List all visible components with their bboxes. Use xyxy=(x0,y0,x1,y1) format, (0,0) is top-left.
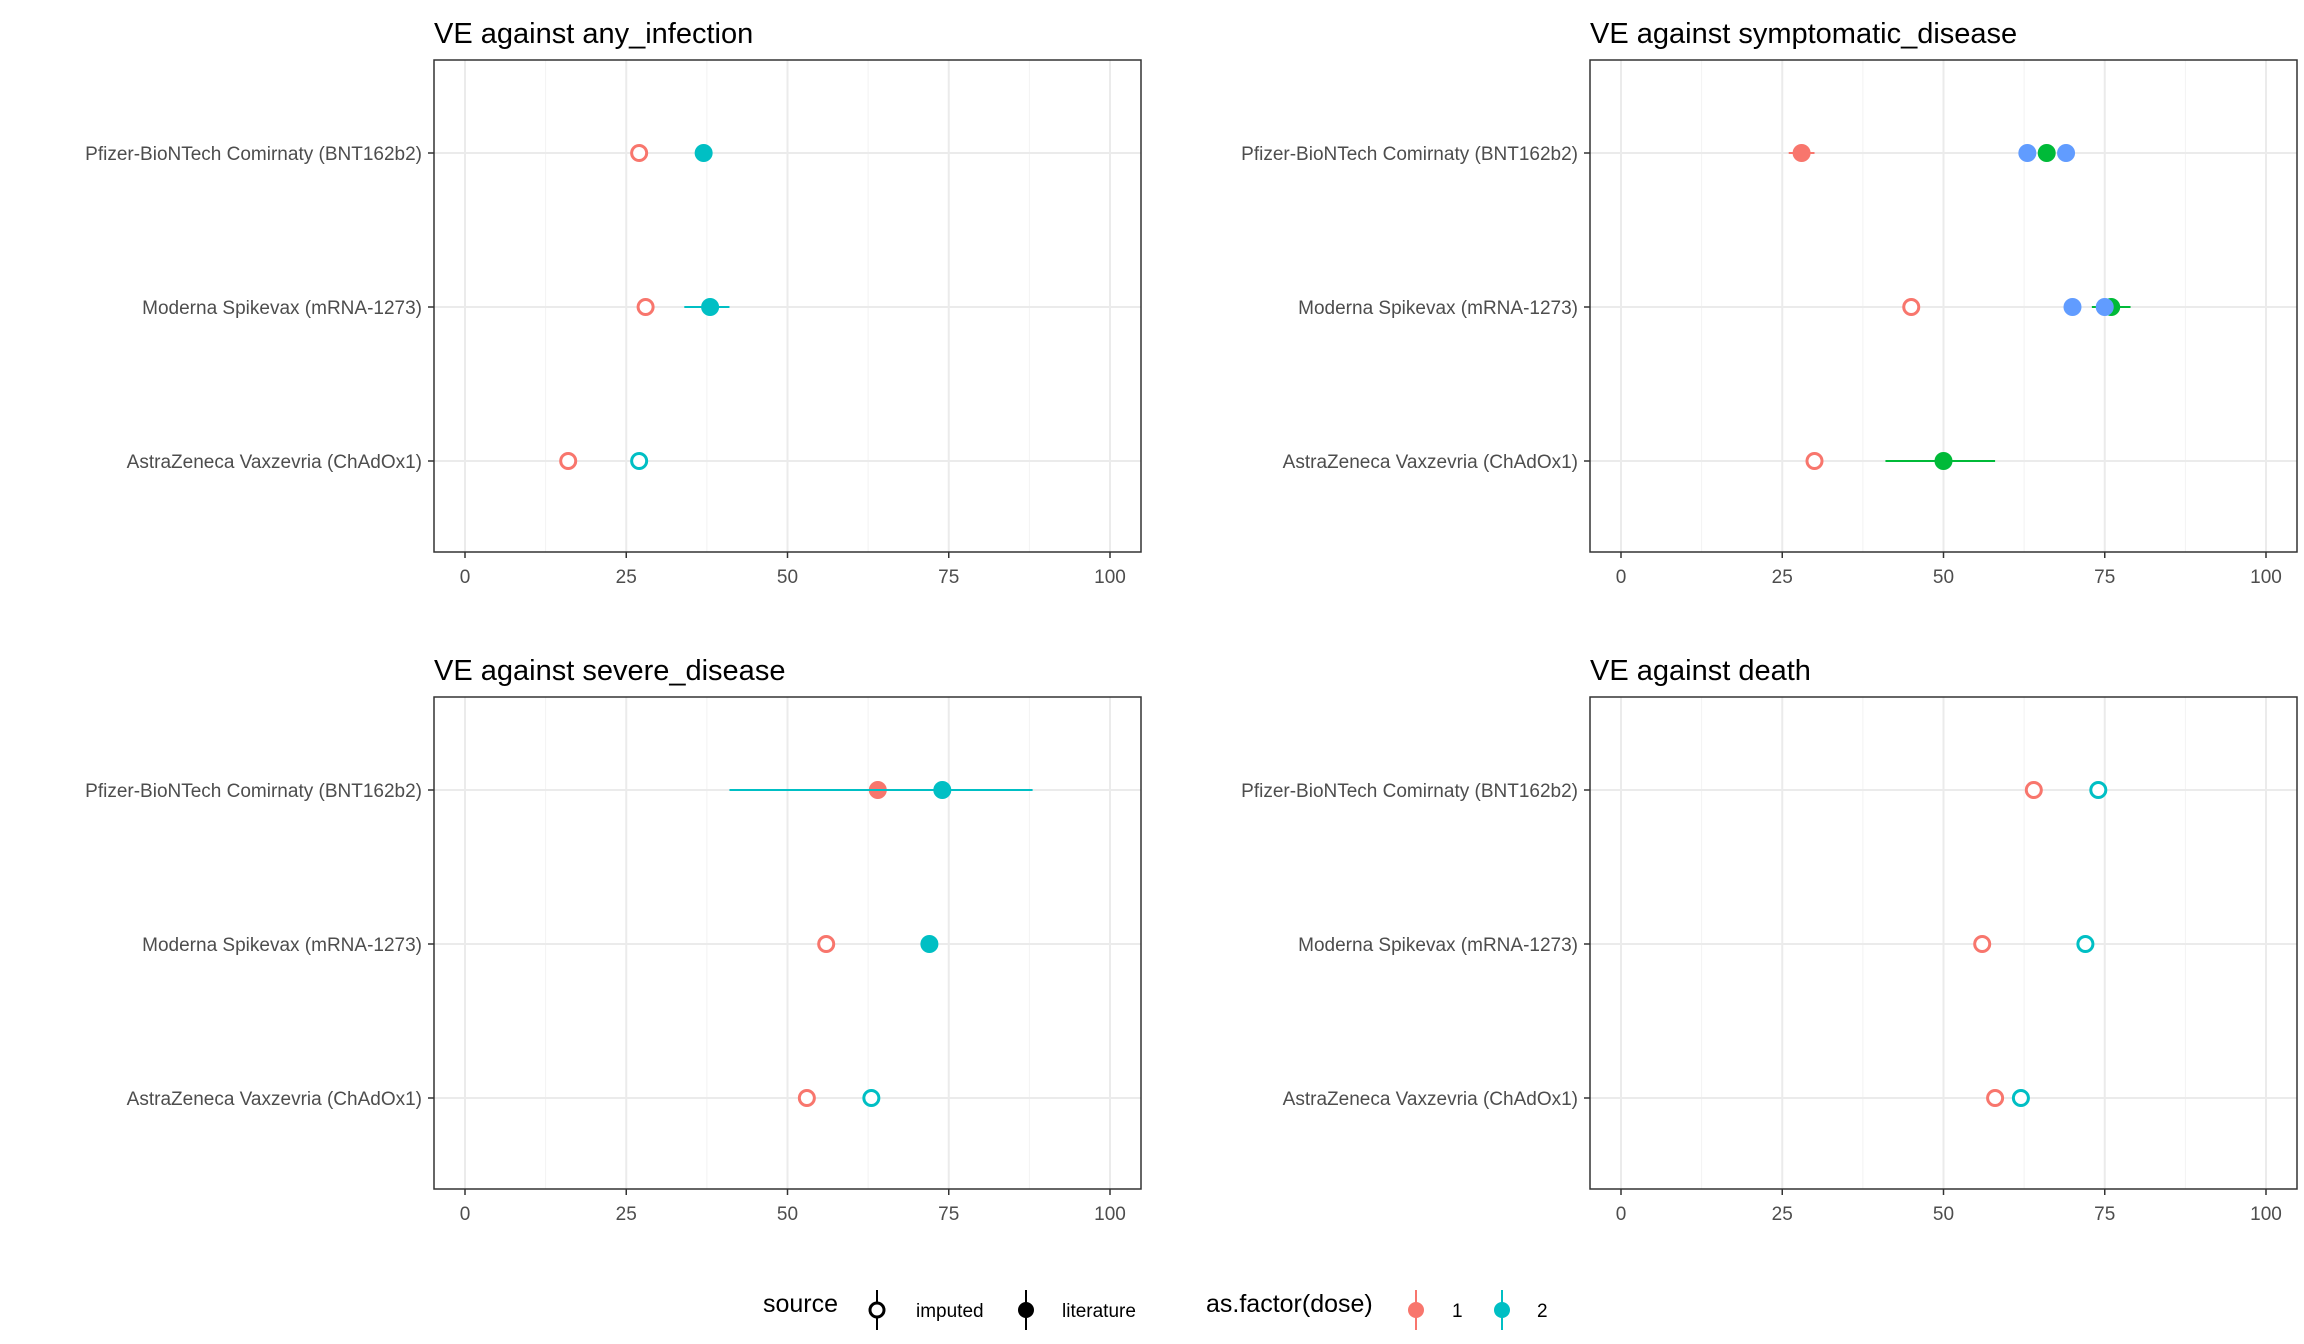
x-tick-label: 75 xyxy=(938,1204,959,1225)
x-tick-label: 100 xyxy=(2250,567,2282,588)
data-point-literature xyxy=(2057,144,2076,162)
data-point-imputed xyxy=(559,452,578,470)
data-point-literature xyxy=(920,935,939,953)
legend-dose-title: as.factor(dose) xyxy=(1206,1290,1373,1318)
data-point-imputed xyxy=(1986,1089,2005,1107)
legend-label-imputed: imputed xyxy=(916,1301,984,1322)
x-tick-label: 0 xyxy=(460,567,471,588)
category-label: Pfizer-BioNTech Comirnaty (BNT162b2) xyxy=(1241,781,1578,802)
legend-label-literature: literature xyxy=(1062,1301,1136,1322)
data-point-literature xyxy=(2063,298,2082,316)
data-point-imputed xyxy=(2089,781,2108,799)
data-point-literature xyxy=(2095,298,2114,316)
data-point-imputed xyxy=(1902,298,1921,316)
data-point-imputed xyxy=(862,1089,881,1107)
x-tick-label: 25 xyxy=(616,1204,637,1225)
data-point-imputed xyxy=(2024,781,2043,799)
data-point-literature xyxy=(933,781,952,799)
x-tick-label: 75 xyxy=(2094,567,2115,588)
panel-title: VE against death xyxy=(1590,655,1811,687)
panel-2: VE against symptomatic_disease Pfizer-Bio… xyxy=(1241,18,2298,588)
category-label: Moderna Spikevax (mRNA-1273) xyxy=(1298,298,1578,319)
category-label: Moderna Spikevax (mRNA-1273) xyxy=(1298,935,1578,956)
category-label: Moderna Spikevax (mRNA-1273) xyxy=(142,935,422,956)
x-tick-label: 50 xyxy=(777,567,798,588)
legend: source imputed literature as.factor(dose… xyxy=(763,1290,1548,1330)
category-label: AstraZeneca Vaxzevria (ChAdOx1) xyxy=(127,452,422,473)
category-label: AstraZeneca Vaxzevria (ChAdOx1) xyxy=(1283,452,1578,473)
x-tick-label: 75 xyxy=(2094,1204,2115,1225)
category-label: Pfizer-BioNTech Comirnaty (BNT162b2) xyxy=(85,144,422,165)
category-label: AstraZeneca Vaxzevria (ChAdOx1) xyxy=(127,1089,422,1110)
data-point-imputed xyxy=(630,144,649,162)
data-point-literature xyxy=(2018,144,2037,162)
data-point-imputed xyxy=(2011,1089,2030,1107)
x-tick-label: 100 xyxy=(2250,1204,2282,1225)
x-tick-label: 75 xyxy=(938,567,959,588)
legend-label-dose-1: 1 xyxy=(1452,1301,1463,1322)
x-tick-label: 50 xyxy=(1933,1204,1954,1225)
panel-title: VE against severe_disease xyxy=(434,655,785,687)
data-point-imputed xyxy=(636,298,655,316)
data-point-imputed xyxy=(1805,452,1824,470)
category-label: AstraZeneca Vaxzevria (ChAdOx1) xyxy=(1283,1089,1578,1110)
x-tick-label: 0 xyxy=(1616,567,1627,588)
x-tick-label: 50 xyxy=(777,1204,798,1225)
data-point-literature xyxy=(2037,144,2056,162)
panel-title: VE against symptomatic_disease xyxy=(1590,18,2017,50)
panel-title: VE against any_infection xyxy=(434,18,753,50)
legend-key-dose-1 xyxy=(1408,1290,1424,1330)
x-tick-label: 25 xyxy=(1772,567,1793,588)
legend-key-literature xyxy=(1018,1290,1034,1330)
data-point-imputed xyxy=(630,452,649,470)
x-tick-label: 100 xyxy=(1094,567,1126,588)
data-point-literature xyxy=(1792,144,1811,162)
legend-key-dose-2 xyxy=(1494,1290,1510,1330)
data-point-literature xyxy=(701,298,720,316)
x-tick-label: 25 xyxy=(616,567,637,588)
legend-key-imputed xyxy=(868,1290,886,1330)
data-point-literature xyxy=(694,144,713,162)
data-point-imputed xyxy=(797,1089,816,1107)
x-tick-label: 0 xyxy=(460,1204,471,1225)
category-label: Pfizer-BioNTech Comirnaty (BNT162b2) xyxy=(1241,144,1578,165)
x-tick-label: 100 xyxy=(1094,1204,1126,1225)
x-tick-label: 50 xyxy=(1933,567,1954,588)
data-point-imputed xyxy=(2076,935,2095,953)
data-point-literature xyxy=(1934,452,1953,470)
x-tick-label: 0 xyxy=(1616,1204,1627,1225)
legend-source-title: source xyxy=(763,1290,838,1318)
legend-label-dose-2: 2 xyxy=(1537,1301,1548,1322)
chart-panels: VE against any_infection Pfizer-BioNTech … xyxy=(85,18,2298,1225)
category-label: Moderna Spikevax (mRNA-1273) xyxy=(142,298,422,319)
panel-3: VE against severe_disease Pfizer-BioNTech… xyxy=(85,655,1142,1225)
panel-4: VE against death Pfizer-BioNTech Comirnat… xyxy=(1241,655,2298,1225)
panel-1: VE against any_infection Pfizer-BioNTech … xyxy=(85,18,1142,588)
x-tick-label: 25 xyxy=(1772,1204,1793,1225)
data-point-imputed xyxy=(817,935,836,953)
data-point-imputed xyxy=(1973,935,1992,953)
category-label: Pfizer-BioNTech Comirnaty (BNT162b2) xyxy=(85,781,422,802)
